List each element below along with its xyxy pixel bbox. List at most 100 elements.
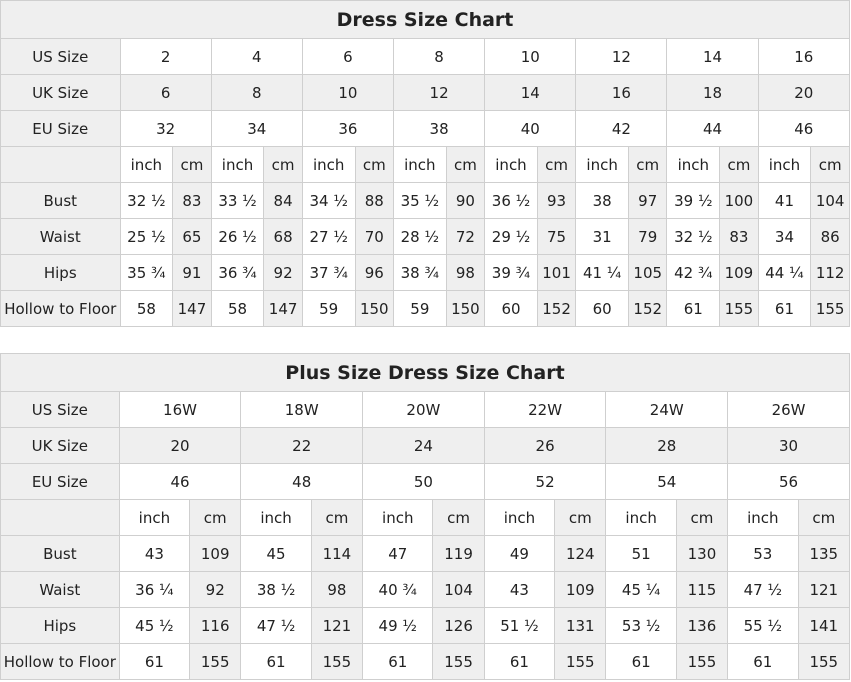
cm-cell: 97 — [627, 182, 668, 219]
size-cell: 36 — [301, 110, 395, 147]
uk-size-row: UK Size 6 8 10 12 14 16 18 20 — [0, 74, 851, 111]
size-cell: 52 — [483, 463, 607, 500]
inch-cell: 43 — [118, 535, 191, 572]
cm-cell: 90 — [445, 182, 486, 219]
row-label: Waist — [0, 218, 121, 255]
inch-cell: 61 — [240, 643, 312, 680]
cm-cell: 135 — [797, 535, 851, 572]
chart-title: Plus Size Dress Size Chart — [0, 353, 850, 392]
inch-cell: 31 — [575, 218, 629, 255]
inch-cell: 36 ¼ — [118, 571, 191, 608]
size-cell: 46 — [757, 110, 851, 147]
inch-cell: 61 — [727, 643, 799, 680]
cm-cell: 115 — [675, 571, 729, 608]
row-label: EU Size — [0, 110, 121, 147]
cm-cell: 68 — [263, 218, 303, 255]
unit-row: inch cm inch cm inch cm inch cm inch cm inch cm inch… — [0, 146, 850, 183]
inch-cell: 42 ¾ — [666, 254, 721, 291]
measure-row: Bust 32 ½ 83 33 ½ 84 34 ½ 88 35 ½ 90 36 ½ 93 38 97 39… — [0, 182, 850, 219]
unit-row: inch cm inch cm inch cm inch cm inch cm inch cm — [0, 499, 851, 536]
unit-inch: inch — [393, 146, 447, 183]
size-cell: 20 — [118, 427, 242, 464]
cm-cell: 150 — [354, 290, 395, 327]
cm-cell: 131 — [554, 607, 607, 644]
unit-inch: inch — [575, 146, 629, 183]
inch-cell: 35 ¾ — [119, 254, 174, 291]
size-cell: 40 — [484, 110, 577, 147]
inch-cell: 44 ¼ — [757, 254, 812, 291]
cm-cell: 116 — [189, 607, 242, 644]
cm-cell: 152 — [536, 290, 577, 327]
cm-cell: 100 — [719, 182, 759, 219]
inch-cell: 39 ¾ — [484, 254, 538, 291]
inch-cell: 58 — [119, 290, 174, 327]
size-cell: 24 — [362, 427, 485, 464]
size-cell: 22 — [240, 427, 364, 464]
measure-row: Hollow to Floor 61 155 61 155 61 155 61 155 61 155… — [0, 643, 851, 680]
inch-cell: 59 — [301, 290, 356, 327]
unit-inch: inch — [605, 499, 677, 536]
row-label: US Size — [0, 391, 120, 428]
cm-cell: 155 — [432, 643, 485, 680]
inch-cell: 39 ½ — [666, 182, 721, 219]
cm-cell: 84 — [263, 182, 303, 219]
size-cell: 34 — [210, 110, 303, 147]
unit-inch: inch — [119, 146, 174, 183]
unit-cm: cm — [675, 499, 729, 536]
cm-cell: 130 — [675, 535, 729, 572]
inch-cell: 26 ½ — [210, 218, 265, 255]
cm-cell: 101 — [536, 254, 577, 291]
row-label: Hips — [0, 254, 121, 291]
size-cell: 24W — [605, 391, 729, 428]
unit-cm: cm — [627, 146, 668, 183]
cm-cell: 155 — [675, 643, 729, 680]
unit-inch: inch — [210, 146, 265, 183]
cm-cell: 147 — [263, 290, 303, 327]
cm-cell: 155 — [310, 643, 364, 680]
cm-cell: 147 — [172, 290, 212, 327]
unit-inch: inch — [362, 499, 434, 536]
cm-cell: 114 — [310, 535, 364, 572]
size-cell: 32 — [119, 110, 212, 147]
inch-cell: 49 ½ — [362, 607, 434, 644]
measure-row: Hollow to Floor 58 147 58 147 59 150 59 150 60 152… — [0, 290, 850, 327]
row-label: UK Size — [0, 427, 120, 464]
cm-cell: 155 — [554, 643, 607, 680]
cm-cell: 70 — [354, 218, 395, 255]
inch-cell: 34 ½ — [301, 182, 356, 219]
size-cell: 16W — [118, 391, 242, 428]
size-cell: 4 — [210, 38, 303, 75]
unit-inch: inch — [727, 499, 799, 536]
size-cell: 10 — [301, 74, 395, 111]
size-cell: 56 — [727, 463, 850, 500]
row-label: Hips — [0, 607, 120, 644]
inch-cell: 60 — [484, 290, 538, 327]
size-cell: 44 — [666, 110, 759, 147]
cm-cell: 92 — [189, 571, 242, 608]
size-cell: 54 — [605, 463, 729, 500]
size-cell: 12 — [392, 74, 486, 111]
unit-cm: cm — [445, 146, 486, 183]
title-row: Plus Size Dress Size Chart — [0, 353, 850, 392]
cm-cell: 98 — [310, 571, 364, 608]
inch-cell: 28 ½ — [393, 218, 447, 255]
unit-inch: inch — [666, 146, 721, 183]
cm-cell: 104 — [432, 571, 485, 608]
size-cell: 12 — [575, 38, 668, 75]
unit-inch: inch — [301, 146, 356, 183]
unit-cm: cm — [719, 146, 759, 183]
unit-cm: cm — [554, 499, 607, 536]
cm-cell: 109 — [719, 254, 759, 291]
cm-cell: 126 — [432, 607, 485, 644]
cm-cell: 92 — [263, 254, 303, 291]
cm-cell: 109 — [554, 571, 607, 608]
inch-cell: 47 ½ — [727, 571, 799, 608]
unit-inch: inch — [757, 146, 812, 183]
row-label — [0, 146, 121, 183]
cm-cell: 141 — [797, 607, 851, 644]
cm-cell: 83 — [719, 218, 759, 255]
inch-cell: 49 — [483, 535, 556, 572]
inch-cell: 41 ¼ — [575, 254, 629, 291]
size-cell: 16 — [575, 74, 668, 111]
